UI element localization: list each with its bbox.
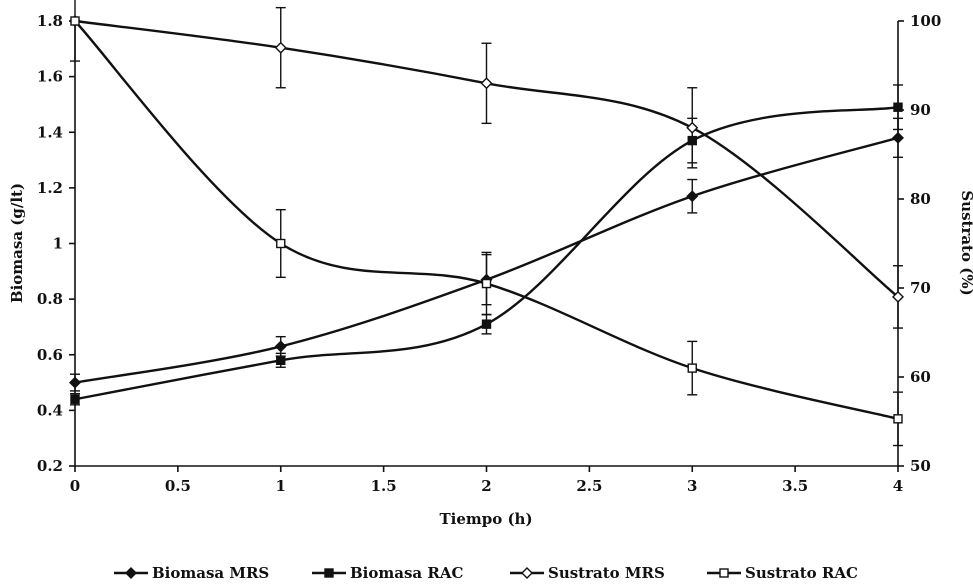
- ticks: 0 0.5 1 1.5 2 2.5 3 3.5 4 0.2 0.4 0.6 0.8 1 1.2 1.4 1.6 1…: [37, 12, 941, 495]
- legend-label: Biomasa RAC: [350, 564, 463, 582]
- data-point: [276, 238, 286, 249]
- legend-label: Biomasa MRS: [152, 564, 269, 582]
- y-left-axis-title: Biomasa (g/lt): [8, 183, 26, 303]
- y-left-tick-label: 1.4: [37, 123, 63, 141]
- legend-item: Biomasa MRS: [114, 564, 269, 582]
- series-biomasa-rac: [70, 84, 903, 406]
- legend-item: Biomasa RAC: [312, 564, 463, 582]
- y-left-tick-label: 0.4: [37, 401, 63, 419]
- legend: Biomasa MRS Biomasa RAC Sustrato MRS Sustra…: [114, 564, 858, 582]
- x-tick-label: 2: [481, 477, 491, 495]
- legend-item: Sustrato MRS: [510, 564, 665, 582]
- y-left-tick-label: 1.8: [37, 12, 63, 30]
- x-tick-label: 3.5: [782, 477, 808, 495]
- y-left-tick-label: 0.2: [37, 457, 63, 475]
- x-tick-label: 0: [70, 477, 80, 495]
- data-point: [70, 16, 80, 26]
- x-tick-label: 1: [276, 477, 286, 495]
- data-point: [687, 363, 697, 373]
- y-left-tick-label: 1.2: [37, 179, 63, 197]
- y-right-tick-label: 100: [910, 12, 941, 30]
- y-right-axis-title: Sustrato (%): [958, 190, 973, 295]
- y-left-tick-label: 0.6: [37, 346, 63, 364]
- series-layer: [69, 0, 904, 447]
- y-right-tick-label: 90: [910, 101, 931, 119]
- data-point: [893, 414, 903, 424]
- data-point: [892, 131, 904, 144]
- data-point: [274, 41, 287, 54]
- legend-marker: [125, 567, 137, 579]
- legend-label: Sustrato MRS: [548, 564, 665, 582]
- data-point: [686, 121, 699, 134]
- data-point: [481, 319, 492, 329]
- x-axis-title: Tiempo (h): [439, 510, 532, 528]
- x-tick-label: 3: [687, 477, 697, 495]
- x-tick-label: 4: [893, 477, 903, 495]
- data-point: [893, 102, 903, 112]
- data-point: [274, 340, 287, 353]
- data-point: [69, 376, 81, 389]
- data-point: [70, 394, 80, 404]
- series-line-sustrato-rac: [74, 20, 899, 420]
- legend-marker: [324, 568, 334, 578]
- legend-item: Sustrato RAC: [707, 564, 858, 582]
- legend-marker: [719, 568, 729, 578]
- data-point: [276, 355, 286, 366]
- data-point: [892, 290, 904, 303]
- x-tick-label: 1.5: [371, 477, 397, 495]
- legend-label: Sustrato RAC: [745, 564, 858, 582]
- x-tick-label: 0.5: [165, 477, 191, 495]
- y-left-tick-label: 1: [53, 235, 63, 253]
- data-point: [480, 77, 493, 90]
- y-right-tick-label: 60: [910, 368, 931, 386]
- data-point: [686, 190, 699, 203]
- series-sustrato-rac: [70, 0, 903, 447]
- x-tick-label: 2.5: [576, 477, 602, 495]
- y-right-tick-label: 70: [910, 279, 931, 297]
- y-left-tick-label: 1.6: [37, 68, 63, 86]
- y-right-tick-label: 50: [910, 457, 931, 475]
- y-left-tick-label: 0.8: [37, 290, 63, 308]
- data-point: [481, 278, 492, 289]
- legend-marker: [521, 567, 533, 579]
- y-right-tick-label: 80: [910, 190, 931, 208]
